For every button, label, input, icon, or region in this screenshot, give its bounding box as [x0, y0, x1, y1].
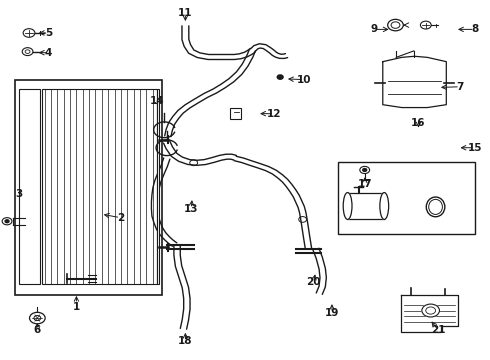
Polygon shape — [383, 56, 446, 108]
Text: 12: 12 — [267, 109, 282, 119]
Bar — [338, 162, 475, 234]
Polygon shape — [401, 295, 458, 332]
Text: 10: 10 — [296, 75, 311, 85]
Text: 6: 6 — [34, 325, 41, 335]
Circle shape — [363, 168, 367, 171]
Text: 11: 11 — [178, 8, 193, 18]
Circle shape — [5, 220, 9, 223]
Bar — [42, 89, 157, 284]
Circle shape — [422, 304, 440, 317]
Text: 17: 17 — [357, 179, 372, 189]
Text: 20: 20 — [306, 277, 320, 287]
Text: 2: 2 — [117, 213, 124, 222]
Text: 3: 3 — [16, 189, 23, 199]
Ellipse shape — [380, 193, 389, 220]
Text: 5: 5 — [45, 28, 52, 38]
Text: 9: 9 — [371, 24, 378, 35]
Ellipse shape — [343, 193, 352, 220]
Ellipse shape — [426, 197, 445, 217]
Text: 21: 21 — [431, 325, 445, 335]
Text: 1: 1 — [73, 302, 80, 312]
Bar — [15, 80, 162, 295]
Text: 15: 15 — [467, 143, 482, 153]
Text: 19: 19 — [325, 308, 339, 318]
Bar — [157, 89, 159, 284]
Circle shape — [277, 75, 283, 79]
Bar — [230, 108, 241, 119]
Text: 16: 16 — [411, 118, 426, 128]
Text: 14: 14 — [150, 96, 164, 106]
Text: 4: 4 — [45, 48, 52, 58]
Bar — [19, 89, 40, 284]
Text: 8: 8 — [471, 24, 478, 35]
Text: 18: 18 — [178, 336, 193, 346]
Ellipse shape — [429, 199, 442, 215]
Text: 7: 7 — [456, 82, 464, 92]
Text: 13: 13 — [184, 204, 198, 214]
